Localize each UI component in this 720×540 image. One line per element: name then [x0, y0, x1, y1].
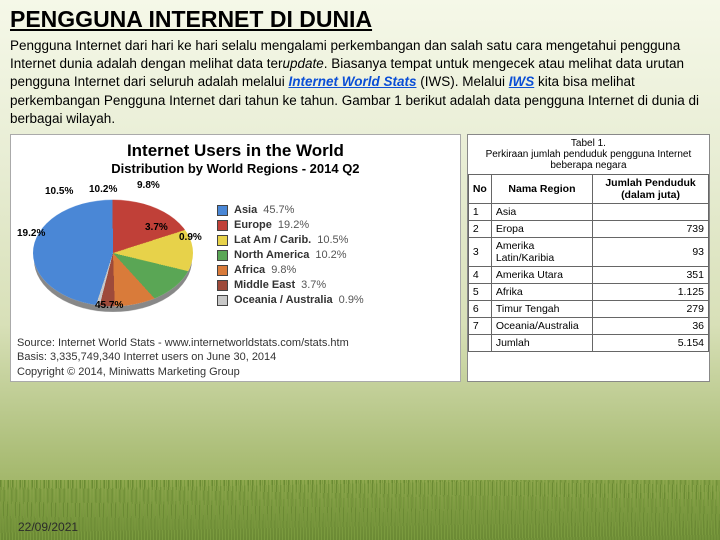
th-pop: Jumlah Penduduk (dalam juta) [593, 175, 709, 204]
legend-item: Oceania / Australia 0.9% [217, 294, 364, 306]
pie-slice-label: 10.5% [45, 186, 73, 197]
th-no: No [468, 175, 491, 204]
legend-swatch [217, 295, 228, 306]
para-text-4: (IWS). Melalui [416, 74, 508, 89]
legend-percent: 10.5% [317, 234, 348, 246]
legend-item: Lat Am / Carib. 10.5% [217, 234, 364, 246]
cell-name: Oceania/Australia [491, 318, 592, 335]
cell-name: Afrika [491, 284, 592, 301]
legend-label: Africa [234, 264, 265, 276]
cell-no: 2 [468, 221, 491, 238]
legend-label: Oceania / Australia [234, 294, 333, 306]
cell-name: Amerika Utara [491, 267, 592, 284]
source-line-3: Copyright © 2014, Miniwatts Marketing Gr… [17, 365, 454, 379]
chart-title: Internet Users in the World [17, 141, 454, 161]
footer-date: 22/09/2021 [18, 520, 78, 534]
region-table: No Nama Region Jumlah Penduduk (dalam ju… [468, 174, 709, 352]
chart-source: Source: Internet World Stats - www.inter… [17, 336, 454, 379]
legend-item: Middle East 3.7% [217, 279, 364, 291]
total-value: 5.154 [593, 335, 709, 352]
table-row: 1Asia [468, 204, 708, 221]
legend-percent: 3.7% [301, 279, 326, 291]
legend-label: Middle East [234, 279, 295, 291]
cell-pop: 36 [593, 318, 709, 335]
total-blank [468, 335, 491, 352]
legend-percent: 19.2% [278, 219, 309, 231]
table-caption-1: Tabel 1. [472, 138, 705, 149]
legend-percent: 0.9% [339, 294, 364, 306]
legend-item: North America 10.2% [217, 249, 364, 261]
region-table-panel: Tabel 1. Perkiraan jumlah penduduk pengg… [467, 134, 710, 382]
source-line-2: Basis: 3,335,749,340 Interret users on J… [17, 350, 454, 364]
cell-pop: 1.125 [593, 284, 709, 301]
grass-decoration [0, 480, 720, 540]
table-row: 5Afrika1.125 [468, 284, 708, 301]
cell-no: 6 [468, 301, 491, 318]
total-label: Jumlah [491, 335, 592, 352]
table-header-row: No Nama Region Jumlah Penduduk (dalam ju… [468, 175, 708, 204]
legend-label: Asia [234, 204, 257, 216]
chart-legend: Asia 45.7% Europe 19.2% Lat Am / Carib. 10… [217, 201, 364, 309]
legend-percent: 45.7% [263, 204, 294, 216]
table-row: 4Amerika Utara351 [468, 267, 708, 284]
para-italic: update [282, 56, 323, 71]
cell-name: Amerika Latin/Karibia [491, 238, 592, 267]
cell-no: 4 [468, 267, 491, 284]
legend-item: Asia 45.7% [217, 204, 364, 216]
source-line-1: Source: Internet World Stats - www.inter… [17, 336, 454, 350]
pie-slice-label: 19.2% [17, 228, 45, 239]
legend-percent: 10.2% [315, 249, 346, 261]
pie-slice-label: 45.7% [95, 300, 123, 311]
cell-no: 3 [468, 238, 491, 267]
legend-item: Europe 19.2% [217, 219, 364, 231]
table-row: 6Timur Tengah279 [468, 301, 708, 318]
cell-no: 7 [468, 318, 491, 335]
pie-slice-label: 10.2% [89, 184, 117, 195]
legend-swatch [217, 265, 228, 276]
cell-pop: 351 [593, 267, 709, 284]
link-iws-short[interactable]: IWS [509, 74, 535, 89]
pie-slice-label: 3.7% [145, 222, 168, 233]
chart-subtitle: Distribution by World Regions - 2014 Q2 [17, 161, 454, 176]
chart-row: 9.8% 10.2% 10.5% 3.7% 0.9% 19.2% 45.7% Asia 45… [17, 180, 454, 330]
legend-swatch [217, 280, 228, 291]
legend-item: Africa 9.8% [217, 264, 364, 276]
table-row: 2Eropa739 [468, 221, 708, 238]
legend-swatch [217, 220, 228, 231]
table-caption: Tabel 1. Perkiraan jumlah penduduk pengg… [468, 135, 709, 174]
pie-slice-label: 9.8% [137, 180, 160, 191]
th-name: Nama Region [491, 175, 592, 204]
table-caption-2: Perkiraan jumlah penduduk pengguna Inter… [472, 149, 705, 171]
legend-swatch [217, 235, 228, 246]
content-row: Internet Users in the World Distribution… [10, 134, 710, 382]
legend-label: Lat Am / Carib. [234, 234, 311, 246]
cell-name: Timur Tengah [491, 301, 592, 318]
cell-no: 1 [468, 204, 491, 221]
body-paragraph: Pengguna Internet dari hari ke hari sela… [10, 37, 710, 128]
legend-label: Europe [234, 219, 272, 231]
pie-slice-label: 0.9% [179, 232, 202, 243]
cell-pop: 93 [593, 238, 709, 267]
pie-chart [33, 200, 193, 306]
table-row: 7Oceania/Australia36 [468, 318, 708, 335]
pie-wrap: 9.8% 10.2% 10.5% 3.7% 0.9% 19.2% 45.7% [17, 180, 209, 330]
link-iws-full[interactable]: Internet World Stats [288, 74, 416, 89]
cell-pop: 279 [593, 301, 709, 318]
page-title: PENGGUNA INTERNET DI DUNIA [10, 6, 710, 33]
table-total-row: Jumlah 5.154 [468, 335, 708, 352]
pie-chart-panel: Internet Users in the World Distribution… [10, 134, 461, 382]
legend-swatch [217, 250, 228, 261]
table-row: 3Amerika Latin/Karibia93 [468, 238, 708, 267]
cell-no: 5 [468, 284, 491, 301]
slide-content: PENGGUNA INTERNET DI DUNIA Pengguna Inte… [0, 0, 720, 382]
legend-percent: 9.8% [271, 264, 296, 276]
cell-name: Eropa [491, 221, 592, 238]
legend-swatch [217, 205, 228, 216]
cell-pop [593, 204, 709, 221]
cell-name: Asia [491, 204, 592, 221]
legend-label: North America [234, 249, 309, 261]
cell-pop: 739 [593, 221, 709, 238]
